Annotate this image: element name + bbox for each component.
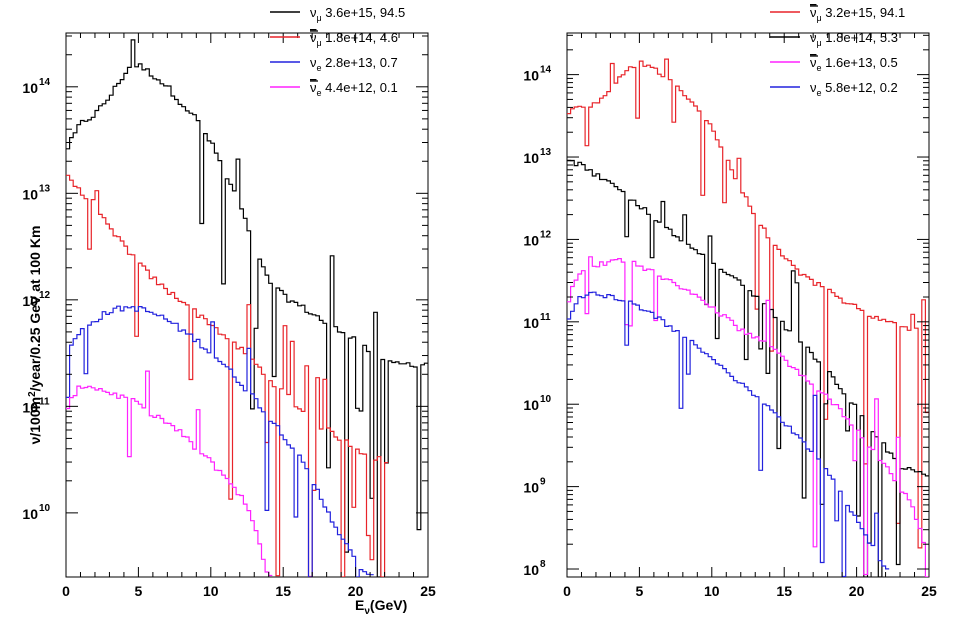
y-axis-label: ν/100m2/year/0.25 GeV at 100 Km bbox=[27, 226, 43, 445]
y-tick-exponent: 14 bbox=[39, 77, 51, 88]
y-tick-exponent: 10 bbox=[39, 503, 51, 514]
y-tick-label: 10 bbox=[22, 186, 38, 202]
x-tick-label: 15 bbox=[776, 583, 792, 599]
legend-entry-0: νμ 3.2e+15, 94.1 bbox=[810, 5, 905, 23]
y-tick-exponent: 11 bbox=[39, 396, 50, 407]
y-tick-label: 10 bbox=[22, 293, 38, 309]
x-tick-label: 10 bbox=[203, 583, 219, 599]
x-tick-label: 0 bbox=[62, 583, 70, 599]
series-nue-line bbox=[66, 305, 374, 577]
y-tick-label: 10 bbox=[523, 315, 539, 331]
x-tick-label: 25 bbox=[420, 583, 436, 599]
y-tick-label: 10 bbox=[22, 80, 38, 96]
y-tick-label: 10 bbox=[523, 150, 539, 166]
y-tick-label: 10 bbox=[523, 562, 539, 578]
y-tick-exponent: 9 bbox=[540, 477, 546, 488]
legend-entry-2: νe 2.8e+13, 0.7 bbox=[310, 55, 398, 73]
y-tick-label: 10 bbox=[523, 397, 539, 413]
x-tick-label: 20 bbox=[348, 583, 364, 599]
x-tick-label: 25 bbox=[921, 583, 937, 599]
y-tick-label: 10 bbox=[523, 480, 539, 496]
y-tick-exponent: 12 bbox=[540, 229, 552, 240]
y-tick-exponent: 10 bbox=[540, 394, 552, 405]
legend-entry-3: νe 5.8e+12, 0.2 bbox=[810, 80, 898, 98]
y-tick-exponent: 11 bbox=[540, 312, 551, 323]
series-nuebar-line bbox=[66, 370, 273, 577]
x-tick-label: 15 bbox=[275, 583, 291, 599]
legend-entry-1: νμ 1.8e+14, 5.3 bbox=[810, 30, 898, 48]
legend-entry-1: νμ 1.8e+14, 4.6 bbox=[310, 30, 398, 48]
legend-entry-0: νμ 3.6e+15, 94.5 bbox=[310, 5, 405, 23]
x-tick-label: 10 bbox=[704, 583, 720, 599]
x-tick-label: 5 bbox=[636, 583, 644, 599]
y-tick-label: 10 bbox=[22, 506, 38, 522]
x-axis-label: Eν(GeV) bbox=[355, 597, 407, 617]
y-tick-label: 10 bbox=[22, 399, 38, 415]
y-tick-label: 10 bbox=[523, 232, 539, 248]
y-tick-label: 10 bbox=[523, 68, 539, 84]
series-nue-line bbox=[567, 291, 890, 577]
y-tick-exponent: 14 bbox=[540, 65, 552, 76]
series-numu-line bbox=[66, 39, 428, 577]
y-tick-exponent: 8 bbox=[540, 559, 546, 570]
axis-titles: ν/100m2/year/0.25 GeV at 100 Km Eν(GeV) bbox=[27, 226, 407, 617]
y-tick-exponent: 13 bbox=[540, 147, 552, 158]
series-numubar-line bbox=[66, 174, 389, 577]
plot-frame bbox=[566, 32, 930, 578]
y-tick-exponent: 13 bbox=[39, 183, 51, 194]
series-numubar-line bbox=[567, 58, 929, 549]
x-tick-label: 5 bbox=[135, 583, 143, 599]
x-tick-label: 0 bbox=[563, 583, 571, 599]
legend-entry-2: νe 1.6e+13, 0.5 bbox=[810, 55, 898, 73]
legend-entry-3: νe 4.4e+12, 0.1 bbox=[310, 80, 398, 98]
y-tick-exponent: 12 bbox=[39, 290, 51, 301]
x-tick-label: 20 bbox=[849, 583, 865, 599]
